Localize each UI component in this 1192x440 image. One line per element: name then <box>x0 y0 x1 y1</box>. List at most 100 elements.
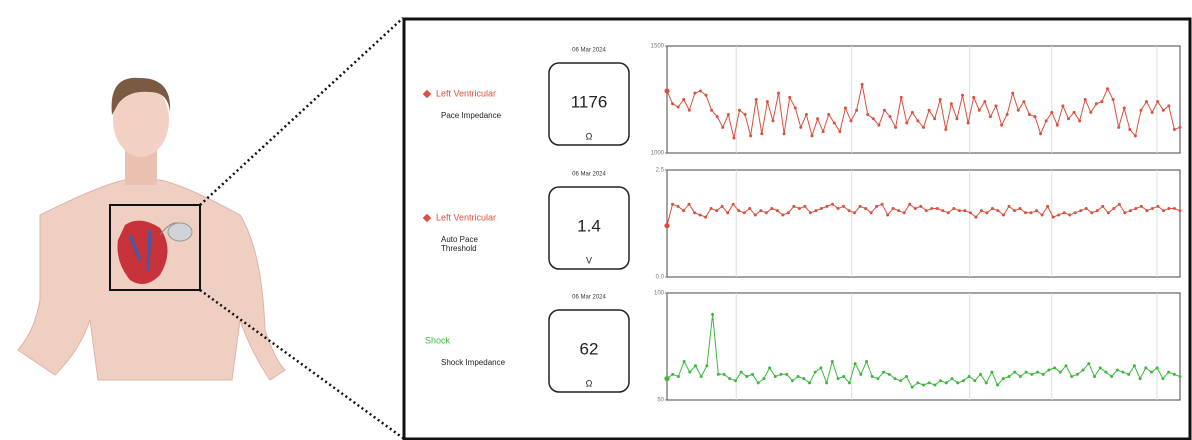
data-point <box>819 207 823 211</box>
data-point <box>979 372 982 376</box>
data-point <box>842 374 846 378</box>
data-point <box>799 125 803 129</box>
data-point <box>710 108 714 112</box>
data-point <box>1081 368 1085 372</box>
data-point <box>1122 106 1126 110</box>
data-point <box>1178 125 1182 129</box>
data-point <box>1111 98 1115 101</box>
data-point <box>759 209 763 213</box>
data-point <box>832 121 836 125</box>
data-point <box>880 202 884 206</box>
current-value: 62 <box>580 339 599 358</box>
data-point <box>983 100 987 104</box>
data-point <box>754 98 758 101</box>
data-point <box>843 106 847 110</box>
data-point <box>1098 366 1102 370</box>
data-point <box>870 374 874 378</box>
data-point <box>1005 112 1009 116</box>
data-point <box>1040 213 1044 217</box>
data-point <box>720 204 724 208</box>
data-point <box>1139 108 1143 112</box>
data-point <box>919 204 923 208</box>
data-point <box>952 207 956 211</box>
data-point <box>704 215 708 219</box>
data-point <box>1018 374 1022 378</box>
data-point <box>974 215 978 219</box>
data-point <box>1053 366 1057 370</box>
data-point <box>722 372 726 376</box>
data-point <box>927 108 931 112</box>
data-point <box>990 207 994 211</box>
data-point <box>853 362 857 366</box>
data-point <box>1094 102 1098 106</box>
data-point <box>711 312 715 316</box>
data-point <box>1050 110 1054 114</box>
data-point <box>705 364 709 368</box>
zoom-line <box>199 288 404 440</box>
current-value: 1.4 <box>577 216 601 235</box>
data-point <box>709 207 713 211</box>
data-point <box>698 89 702 93</box>
data-point <box>1117 125 1121 129</box>
data-point <box>847 209 851 213</box>
data-point <box>899 95 903 99</box>
data-point <box>946 211 950 215</box>
data-point <box>1039 132 1043 136</box>
data-point <box>814 209 818 213</box>
data-point <box>664 88 670 94</box>
data-point <box>855 108 859 112</box>
data-point <box>737 108 741 112</box>
data-point <box>827 112 831 116</box>
data-point <box>773 374 777 378</box>
body-illustration <box>17 17 404 440</box>
data-point <box>887 372 891 376</box>
data-point <box>1112 207 1116 211</box>
data-point <box>819 366 823 370</box>
data-point <box>838 130 842 134</box>
data-point <box>933 383 937 387</box>
data-point <box>1066 117 1070 121</box>
data-point <box>1007 374 1011 378</box>
data-point <box>1134 207 1138 211</box>
data-point <box>1084 207 1088 211</box>
data-point <box>938 98 942 101</box>
data-point <box>1024 211 1028 215</box>
y-tick-label: 100 <box>654 291 665 297</box>
data-point <box>1123 211 1127 215</box>
data-point <box>836 377 840 381</box>
data-point <box>944 381 948 385</box>
data-point <box>786 211 790 215</box>
data-point <box>905 121 909 125</box>
data-point <box>737 209 741 213</box>
data-point <box>682 359 686 363</box>
data-point <box>1000 123 1004 127</box>
legend-marker <box>422 89 432 99</box>
data-point <box>1167 104 1171 108</box>
data-point <box>1172 372 1176 376</box>
data-point <box>1156 204 1160 208</box>
legend-label: Shock <box>425 335 451 345</box>
data-point <box>804 112 808 116</box>
data-point <box>922 383 925 387</box>
data-point <box>1172 207 1176 211</box>
value-box <box>548 62 630 146</box>
data-point <box>1090 211 1094 215</box>
data-point <box>1132 364 1136 368</box>
data-point <box>847 381 851 385</box>
data-point <box>1001 377 1005 381</box>
data-point <box>1115 368 1119 372</box>
data-point <box>1089 110 1093 114</box>
data-point <box>792 204 796 208</box>
data-point <box>1172 127 1176 131</box>
data-point <box>1161 209 1165 213</box>
data-point <box>1133 134 1137 138</box>
data-point <box>825 204 829 208</box>
data-point <box>732 136 736 140</box>
subtitle: Threshold <box>441 244 477 253</box>
data-point <box>716 372 720 376</box>
data-point <box>972 95 976 99</box>
data-point <box>1161 108 1165 112</box>
zoom-box <box>109 204 201 291</box>
data-point <box>836 207 840 211</box>
